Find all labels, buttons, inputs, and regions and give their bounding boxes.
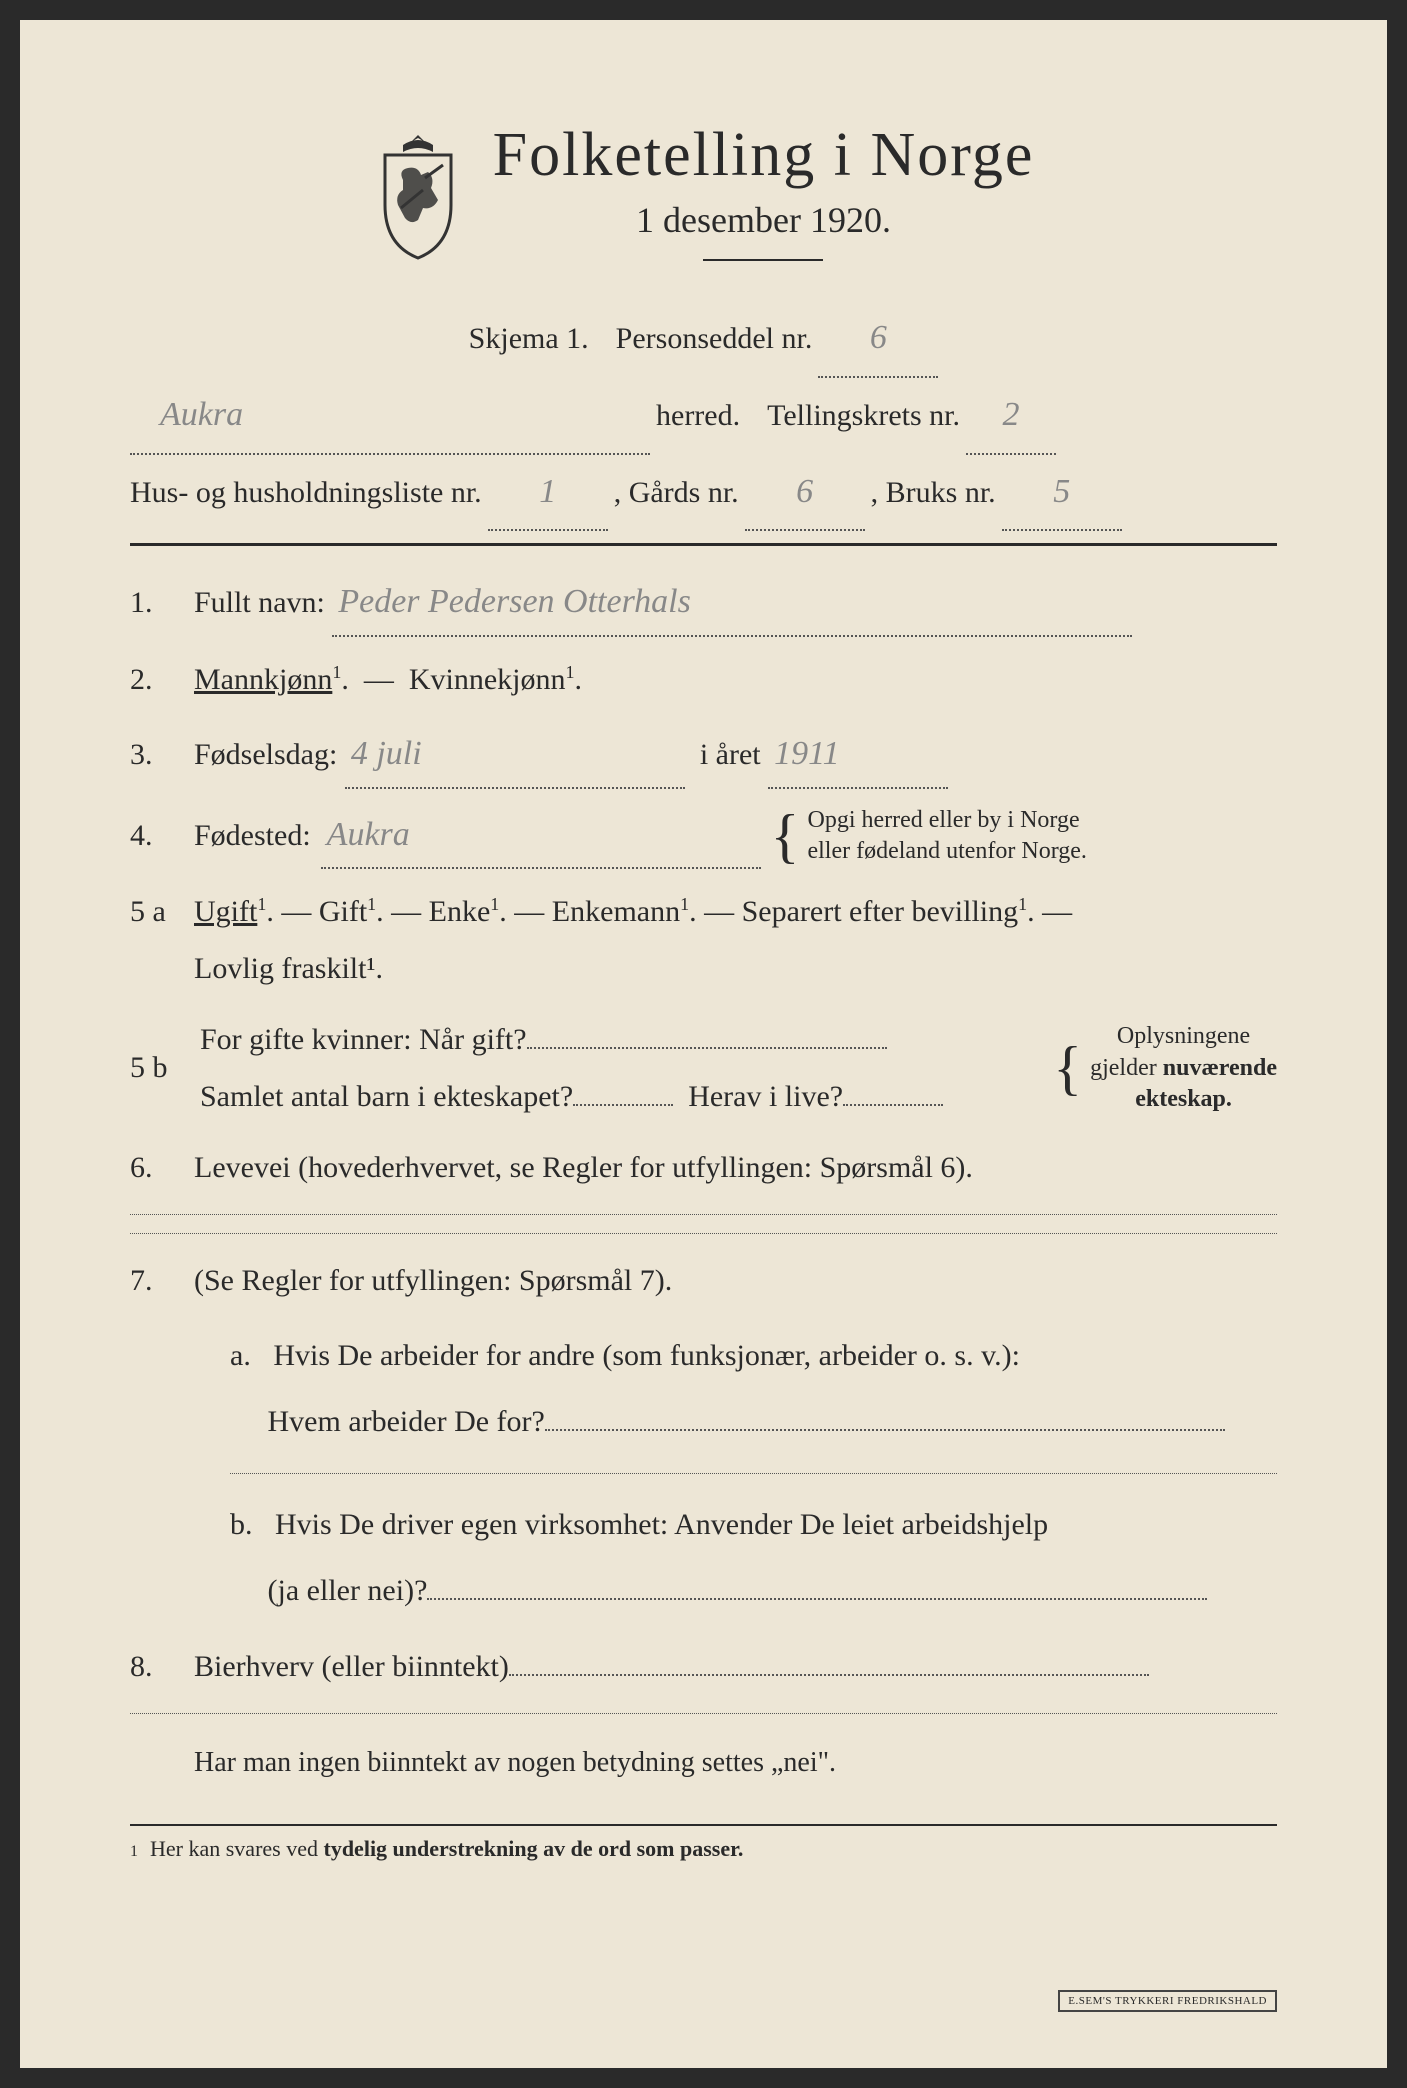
q1-value: Peder Pedersen Otterhals <box>332 570 1132 637</box>
question-1: 1. Fullt navn: Peder Pedersen Otterhals <box>130 570 1277 637</box>
footnote-num: 1 <box>130 1843 138 1861</box>
question-7b: b. Hvis De driver egen virksomhet: Anven… <box>230 1492 1277 1624</box>
q3-year-label: i året <box>700 738 761 771</box>
title-block: Folketelling i Norge 1 desember 1920. <box>493 120 1035 291</box>
gards-label: , Gårds nr. <box>614 460 739 526</box>
q5a-num: 5 a <box>130 895 180 929</box>
q4-num: 4. <box>130 819 180 853</box>
husliste-label: Hus- og husholdningsliste nr. <box>130 460 482 526</box>
q4-note2: eller fødeland utenfor Norge. <box>807 838 1086 864</box>
question-5a: 5 a Ugift1. — Gift1. — Enke1. — Enkemann… <box>130 883 1277 997</box>
q8-num: 8. <box>130 1650 180 1684</box>
bruks-nr: 5 <box>1002 455 1122 532</box>
question-5b: 5 b For gifte kvinner: Når gift? Samlet … <box>130 1011 1277 1125</box>
husliste-nr: 1 <box>488 455 608 532</box>
divider-1 <box>130 543 1277 546</box>
printer-mark: E.SEM'S TRYKKERI FREDRIKSHALD <box>1058 1990 1277 2012</box>
coat-of-arms-icon <box>373 130 463 260</box>
footnote-a: Her kan svares ved <box>150 1836 324 1861</box>
form-id-line: Skjema 1. Personseddel nr. 6 <box>130 301 1277 378</box>
q3-label: Fødselsdag: <box>194 738 337 771</box>
q7a-text1: Hvis De arbeider for andre (som funksjon… <box>273 1339 1020 1372</box>
q8-label: Bierhverv (eller biinntekt) <box>194 1650 509 1683</box>
q5b-n1: Oplysningene <box>1117 1023 1250 1049</box>
q2-kvinne: Kvinnekjønn <box>409 663 566 696</box>
subtitle: 1 desember 1920. <box>493 199 1035 241</box>
q6-num: 6. <box>130 1151 180 1185</box>
q5b-num: 5 b <box>130 1051 180 1085</box>
personseddel-nr: 6 <box>818 301 938 378</box>
herred-name: Aukra <box>130 378 650 455</box>
q5b-n3: ekteskap. <box>1135 1086 1232 1112</box>
q1-label: Fullt navn: <box>194 586 325 619</box>
q4-note: { Opgi herred eller by i Norge eller fød… <box>771 805 1087 867</box>
hus-line: Hus- og husholdningsliste nr. 1 , Gårds … <box>130 455 1277 532</box>
q6-text: Levevei (hovederhvervet, se Regler for u… <box>194 1139 1277 1196</box>
q5b-l2a: Samlet antal barn i ekteskapet? <box>200 1080 573 1113</box>
q4-value: Aukra <box>321 803 761 870</box>
q1-num: 1. <box>130 586 180 620</box>
title-rule <box>703 259 823 261</box>
question-7a: a. Hvis De arbeider for andre (som funks… <box>230 1323 1277 1455</box>
q4-label: Fødested: <box>194 807 311 864</box>
q7b-text1: Hvis De driver egen virksomhet: Anvender… <box>275 1508 1048 1541</box>
q5a-line2: Lovlig fraskilt¹. <box>194 952 383 985</box>
footnote-b: tydelig understrekning av de ord som pas… <box>324 1836 744 1861</box>
question-8: 8. Bierhverv (eller biinntekt) <box>130 1638 1277 1695</box>
blank-line-4 <box>130 1713 1277 1714</box>
q7b-text2: (ja eller nei)? <box>268 1574 428 1607</box>
bruks-label: , Bruks nr. <box>871 460 996 526</box>
q7-intro: (Se Regler for utfyllingen: Spørsmål 7). <box>194 1252 1277 1309</box>
header: Folketelling i Norge 1 desember 1920. <box>130 120 1277 291</box>
footnote-divider <box>130 1824 1277 1826</box>
main-title: Folketelling i Norge <box>493 120 1035 191</box>
gards-nr: 6 <box>745 455 865 532</box>
personseddel-label: Personseddel nr. <box>616 306 813 372</box>
q8-note: Har man ingen biinntekt av nogen betydni… <box>194 1732 1277 1794</box>
tellingskrets-label: Tellingskrets nr. <box>767 383 960 449</box>
question-3: 3. Fødselsdag: 4 juli i året 1911 <box>130 722 1277 789</box>
herred-line: Aukra herred. Tellingskrets nr. 2 <box>130 378 1277 455</box>
q7a-label: a. <box>230 1339 251 1372</box>
question-4: 4. Fødested: Aukra { Opgi herred eller b… <box>130 803 1277 870</box>
q7-num: 7. <box>130 1264 180 1298</box>
form-label: Skjema 1. <box>469 306 589 372</box>
q5b-note: { Oplysningene gjelder nuværende ekteska… <box>1053 1021 1277 1115</box>
blank-line-3 <box>230 1473 1277 1474</box>
question-6: 6. Levevei (hovederhvervet, se Regler fo… <box>130 1139 1277 1196</box>
q5b-n2: gjelder nuværende <box>1090 1055 1277 1081</box>
q7b-label: b. <box>230 1508 253 1541</box>
question-7: 7. (Se Regler for utfyllingen: Spørsmål … <box>130 1252 1277 1309</box>
herred-suffix: herred. <box>656 383 740 449</box>
question-2: 2. Mannkjønn1. — Kvinnekjønn1. <box>130 651 1277 708</box>
blank-line-2 <box>130 1233 1277 1234</box>
q5b-l1a: For gifte kvinner: Når gift? <box>200 1023 527 1056</box>
q2-mann: Mannkjønn <box>194 663 332 696</box>
q3-year: 1911 <box>768 722 948 789</box>
q7a-text2: Hvem arbeider De for? <box>268 1405 545 1438</box>
tellingskrets-nr: 2 <box>966 378 1056 455</box>
q4-note1: Opgi herred eller by i Norge <box>807 807 1079 833</box>
q3-day: 4 juli <box>345 722 685 789</box>
blank-line-1 <box>130 1214 1277 1215</box>
q3-num: 3. <box>130 738 180 772</box>
document-page: Folketelling i Norge 1 desember 1920. Sk… <box>20 20 1387 2068</box>
footnote: 1 Her kan svares ved tydelig understrekn… <box>130 1836 1277 1862</box>
q5b-l2b: Herav i live? <box>688 1080 843 1113</box>
q2-num: 2. <box>130 663 180 697</box>
